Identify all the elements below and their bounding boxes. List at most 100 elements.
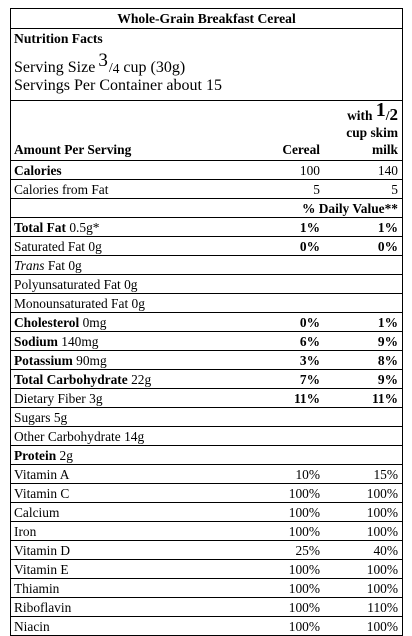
vitamin-milk-value: 100% (324, 616, 402, 635)
vitamin-row: Vitamin A 10% 15% (11, 464, 402, 484)
nutrient-cereal-value (227, 293, 324, 313)
nutrient-row: Trans Fat 0g (11, 255, 402, 275)
nutrient-cereal-value (227, 274, 324, 294)
vitamin-cereal-value: 100% (227, 483, 324, 503)
vitamin-row: Niacin 100% 100% (11, 616, 402, 635)
nutrient-name: Polyunsaturated Fat (14, 277, 121, 292)
calories-from-fat-row: Calories from Fat 5 5 (11, 179, 402, 199)
nutrient-milk-value: 9% (324, 369, 402, 389)
vitamin-milk-value: 100% (324, 502, 402, 522)
nutrient-milk-value: 1% (324, 312, 402, 332)
nutrient-milk-value: 11% (324, 388, 402, 408)
vitamin-name: Niacin (11, 616, 227, 635)
milk-header-line2: milk (371, 142, 398, 157)
vitamin-milk-value: 15% (324, 464, 402, 484)
nutrient-name: Total Fat (14, 220, 66, 235)
nutrient-label: Saturated Fat 0g (11, 236, 227, 256)
nutrient-cereal-value (227, 445, 324, 465)
cereal-column-header: Cereal (227, 100, 324, 161)
calories-label: Calories (11, 160, 227, 180)
vitamin-row: Riboflavin 100% 110% (11, 597, 402, 617)
nutrient-name: Sugars (14, 410, 51, 425)
milk-fraction-numerator: 1 (375, 99, 386, 121)
milk-fraction-slash: / (385, 108, 390, 123)
nutrient-amount: Fat 0g (47, 258, 82, 273)
vitamin-milk-value: 100% (324, 483, 402, 503)
nutrient-cereal-value (227, 255, 324, 275)
nutrient-milk-value (324, 293, 402, 313)
daily-value-header: % Daily Value** (227, 198, 402, 218)
vitamin-milk-value: 110% (324, 597, 402, 617)
label-title: Whole-Grain Breakfast Cereal (11, 9, 402, 29)
nutrient-cereal-value: 11% (227, 388, 324, 408)
nutrient-row: Cholesterol 0mg 0% 1% (11, 312, 402, 332)
vitamin-name: Thiamin (11, 578, 227, 598)
nutrient-name: Other Carbohydrate (14, 429, 121, 444)
vitamin-row: Calcium 100% 100% (11, 502, 402, 522)
vitamin-name: Vitamin D (11, 540, 227, 560)
nutrient-row: Monounsaturated Fat 0g (11, 293, 402, 313)
nutrient-milk-value: 8% (324, 350, 402, 370)
nutrient-cereal-value: 0% (227, 312, 324, 332)
vitamin-cereal-value: 100% (227, 616, 324, 635)
nutrient-milk-value: 0% (324, 236, 402, 256)
nutrient-label: Other Carbohydrate 14g (11, 426, 227, 446)
daily-value-header-row: % Daily Value** (11, 198, 402, 218)
nutrient-name: Total Carbohydrate (14, 372, 128, 387)
vitamin-name: Iron (11, 521, 227, 541)
nutrient-row: Sodium 140mg 6% 9% (11, 331, 402, 351)
amount-per-serving-label: Amount Per Serving (11, 100, 227, 161)
nutrient-row: Protein 2g (11, 445, 402, 465)
milk-with-label: with (347, 108, 373, 123)
nutrient-row: Total Fat 0.5g* 1% 1% (11, 217, 402, 237)
nutrient-name: Potassium (14, 353, 73, 368)
nutrient-label: Protein 2g (11, 445, 227, 465)
nutrient-amount: 140mg (61, 334, 99, 349)
nutrient-milk-value (324, 255, 402, 275)
nutrient-cereal-value (227, 407, 324, 427)
nutrient-name: Protein (14, 448, 57, 463)
nutrient-label: Monounsaturated Fat 0g (11, 293, 227, 313)
nutrient-amount: 5g (53, 410, 68, 425)
nutrient-amount: 14g (124, 429, 145, 444)
nutrient-name: Trans (14, 258, 45, 273)
nutrient-name: Cholesterol (14, 315, 80, 330)
nutrient-amount: 0.5g* (69, 220, 100, 235)
nutrient-name: Sodium (14, 334, 58, 349)
vitamin-name: Riboflavin (11, 597, 227, 617)
nutrient-label: Cholesterol 0mg (11, 312, 227, 332)
serving-fraction-denominator: 4 (112, 61, 120, 76)
nutrient-cereal-value: 0% (227, 236, 324, 256)
vitamin-name: Vitamin C (11, 483, 227, 503)
nutrient-name: Monounsaturated Fat (14, 296, 129, 311)
calories-milk-value: 140 (324, 160, 402, 180)
milk-fraction-denominator: 2 (389, 105, 399, 124)
column-header-row: Amount Per Serving Cereal with 1/2 cup s… (11, 99, 402, 161)
calories-from-fat-milk-value: 5 (324, 179, 402, 199)
nutrient-milk-value (324, 426, 402, 446)
nutrient-row: Dietary Fiber 3g 11% 11% (11, 388, 402, 408)
vitamin-milk-value: 40% (324, 540, 402, 560)
nutrient-amount: 22g (131, 372, 152, 387)
nutrient-label: Sugars 5g (11, 407, 227, 427)
serving-size-suffix: cup (30g) (123, 59, 186, 76)
vitamin-cereal-value: 100% (227, 559, 324, 579)
nutrient-row: Other Carbohydrate 14g (11, 426, 402, 446)
nutrient-label: Total Carbohydrate 22g (11, 369, 227, 389)
vitamin-milk-value: 100% (324, 559, 402, 579)
nutrient-milk-value: 9% (324, 331, 402, 351)
nutrient-cereal-value (227, 426, 324, 446)
vitamin-cereal-value: 10% (227, 464, 324, 484)
nutrient-milk-value: 1% (324, 217, 402, 237)
nutrient-name: Dietary Fiber (14, 391, 86, 406)
nutrient-cereal-value: 7% (227, 369, 324, 389)
nutrient-amount: 2g (59, 448, 73, 463)
nutrient-label: Potassium 90mg (11, 350, 227, 370)
nutrient-amount: 3g (89, 391, 103, 406)
vitamin-cereal-value: 100% (227, 502, 324, 522)
nutrient-cereal-value: 1% (227, 217, 324, 237)
serving-fraction-numerator: 3 (98, 50, 108, 71)
nutrient-row: Total Carbohydrate 22g 7% 9% (11, 369, 402, 389)
vitamin-row: Vitamin D 25% 40% (11, 540, 402, 560)
nutrient-name: Saturated Fat (14, 239, 86, 254)
